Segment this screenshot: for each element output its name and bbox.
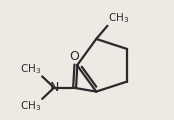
Text: $\mathregular{CH_3}$: $\mathregular{CH_3}$: [20, 62, 42, 76]
Text: $\mathregular{CH_3}$: $\mathregular{CH_3}$: [108, 11, 129, 25]
Text: N: N: [49, 81, 59, 94]
Text: $\mathregular{CH_3}$: $\mathregular{CH_3}$: [20, 99, 42, 113]
Text: O: O: [70, 50, 80, 63]
